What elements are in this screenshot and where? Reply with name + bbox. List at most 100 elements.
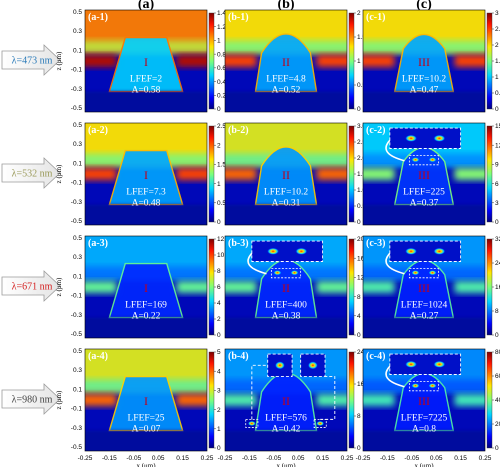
field-panel-9: (a-4) I LFEF=25 A=0.07 5 4 3 2 1 0 (84, 348, 221, 452)
colorbar-tick: 8 (357, 294, 361, 301)
field-panel-11: (c-4) III LFEF=7225 A=0.8 80 60 40 20 0 (362, 348, 500, 452)
zoom-source-box (270, 268, 302, 279)
zoom-source-box (313, 418, 327, 428)
hot-spot (411, 383, 420, 389)
absorption-value: A=0.48 (132, 199, 161, 209)
z-axis-label: z (μm) (55, 390, 63, 409)
region-label: II (282, 55, 290, 69)
column-header-2: (c) (416, 0, 432, 12)
x-tick-label: -0.25 (78, 455, 93, 462)
panel-label: (a-2) (88, 125, 108, 136)
colorbar (348, 351, 355, 449)
field-panel-4: (b-2) II LFEF=10.2 A=0.31 3.0 2.5 2.0 1.5 1.0 0.5… (224, 122, 366, 226)
z-tick-label: -0.3 (71, 199, 83, 206)
hot-spot (411, 270, 420, 276)
colorbar-tick: 0 (217, 219, 221, 226)
z-tick-label: -0.1 (71, 293, 83, 300)
colorbar-tick: 2 (357, 10, 361, 17)
colorbar-tick: 32 (495, 236, 500, 243)
zoom-source-box (408, 155, 440, 166)
lfef-value: LFEF=169 (125, 300, 167, 310)
colorbar-tick: 20 (357, 236, 365, 243)
colorbar-tick: 0.5 (357, 203, 366, 210)
colorbar-tick: 1 (217, 426, 221, 433)
colorbar-tick: 2 (217, 142, 221, 149)
colorbar (348, 125, 355, 223)
absorption-value: A=0.58 (132, 86, 161, 96)
colorbar-tick: 12 (495, 142, 500, 149)
wavelength-arrow-2: λ=671 nm (1, 270, 61, 302)
colorbar (486, 351, 493, 449)
colorbar-tick: 2 (495, 42, 499, 49)
region-label: II (282, 394, 290, 408)
colorbar-tick: 2.5 (217, 123, 226, 130)
colorbar-tick: 0 (217, 106, 221, 113)
zoom-inset-box (389, 127, 462, 149)
field-panel-6: (a-3) I LFEF=169 A=0.22 12 10 8 6 4 2 0 (84, 235, 225, 339)
lfef-value: LFEF=25 (127, 413, 164, 423)
colorbar-tick: 1.4 (217, 10, 226, 17)
colorbar-tick: 8 (357, 413, 361, 420)
colorbar (348, 12, 355, 110)
colorbar-tick: 2.0 (357, 155, 366, 162)
colorbar-tick: 1.5 (357, 171, 366, 178)
z-tick-label: 0.5 (73, 122, 82, 129)
colorbar-tick: 0 (357, 219, 361, 226)
x-tick-label: -0.25 (356, 455, 371, 462)
zoom-arrow (385, 365, 405, 388)
lfef-value: LFEF=400 (265, 300, 307, 310)
x-tick-label: -0.05 (126, 455, 141, 462)
colorbar-tick: 1.0 (357, 187, 366, 194)
x-tick-label: 0.25 (341, 455, 354, 462)
panel-label: (a-4) (88, 351, 108, 362)
panel-label: (c-4) (366, 351, 385, 362)
z-tick-label: -0.3 (71, 312, 83, 319)
colorbar (208, 351, 215, 449)
absorption-value: A=0.27 (410, 312, 439, 322)
z-tick-label: -0.3 (71, 425, 83, 432)
colorbar-tick: 16 (495, 284, 500, 291)
colorbar-tick: 24 (357, 349, 365, 356)
wavelength-arrow-0: λ=473 nm (1, 44, 61, 76)
colorbar-tick: 40 (495, 397, 500, 404)
wavelength-label: λ=671 nm (12, 282, 53, 293)
colorbar-tick: 0.4 (217, 79, 226, 86)
z-tick-label: -0.3 (71, 86, 83, 93)
absorption-value: A=0.8 (412, 425, 436, 435)
colorbar-tick: 0 (495, 106, 499, 113)
colorbar-tick: 0 (217, 445, 221, 452)
zoom-arrow (247, 252, 267, 275)
zoom-inset-box (389, 353, 462, 375)
colorbar-tick: 12 (357, 275, 365, 282)
x-tick-label: -0.05 (404, 455, 419, 462)
x-tick-label: -0.15 (102, 455, 117, 462)
colorbar-tick: 12 (217, 236, 225, 243)
colorbar-tick: 10 (217, 252, 225, 259)
colorbar-tick: 3 (217, 388, 221, 395)
colorbar-tick: 8 (217, 268, 221, 275)
colorbar-tick: 0.5 (217, 200, 226, 207)
hot-spot (411, 157, 420, 163)
panel-label: (a-1) (88, 12, 108, 23)
x-tick-label: -0.15 (380, 455, 395, 462)
colorbar-tick: 1 (357, 58, 361, 65)
colorbar-tick: 0 (357, 332, 361, 339)
colorbar-tick: 1.2 (217, 24, 226, 31)
absorption-value: A=0.22 (132, 312, 161, 322)
panel-label: (b-1) (228, 12, 249, 23)
colorbar-tick: 15 (495, 123, 500, 130)
region-label: III (418, 168, 430, 182)
region-label: I (144, 281, 148, 295)
colorbar-tick: 16 (357, 381, 365, 388)
zoom-inset-box (389, 240, 462, 262)
colorbar-tick: 0.8 (217, 51, 226, 58)
x-tick-label: 0.15 (176, 455, 189, 462)
hot-spot (273, 270, 282, 276)
colorbar-tick: 2.5 (357, 139, 366, 146)
zoom-arrow (385, 139, 405, 162)
colorbar (486, 238, 493, 336)
x-tick-label: -0.05 (266, 455, 281, 462)
z-tick-label: 0.1 (73, 386, 82, 393)
lfef-value: LFEF=10.2 (264, 187, 308, 197)
colorbar-tick: 0 (495, 445, 499, 452)
